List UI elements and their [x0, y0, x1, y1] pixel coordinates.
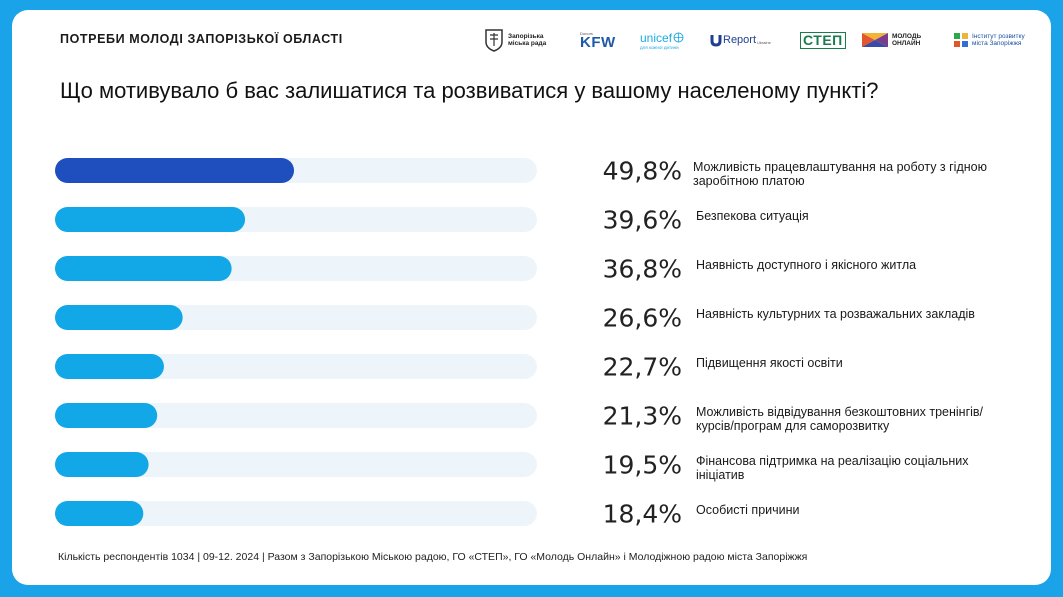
category-label: Фінансова підтримка на реалізацію соціал…: [696, 454, 969, 482]
unicef-globe-icon: [673, 32, 684, 43]
value-label: 21,3%: [603, 402, 682, 431]
bar: [55, 403, 158, 428]
value-label: 26,6%: [603, 304, 682, 333]
molod-online-logo: МОЛОДЬ ОНЛАЙН: [862, 27, 932, 53]
category-label: Наявність культурних та розважальних зак…: [696, 307, 975, 321]
category-label: Наявність доступного і якісного житла: [696, 258, 916, 272]
ureport-logo: Report Ukraine: [710, 27, 780, 53]
bar: [55, 452, 149, 477]
survey-question: Що мотивувало б вас залишатися та розвив…: [60, 78, 879, 103]
bar: [55, 256, 232, 281]
survey-card: ПОТРЕБИ МОЛОДІ ЗАПОРІЗЬКОЇ ОБЛАСТІ Запор…: [12, 10, 1051, 585]
category-label: Можливість працевлаштування на роботу з …: [693, 160, 987, 188]
institute-logo: Інститут розвитку міста Запоріжжя: [954, 27, 1034, 53]
ureport-sub-label: Ukraine: [757, 40, 771, 45]
footer-note: Кількість респондентів 1034 | 09-12. 202…: [58, 551, 808, 563]
value-label: 36,8%: [603, 255, 682, 284]
city-council-label: Запорізька міська рада: [508, 33, 547, 47]
institute-squares-icon: [954, 33, 968, 47]
bar-track: [55, 452, 537, 477]
bar-track: [55, 403, 537, 428]
unicef-logo: unicef для кожної дитини: [640, 27, 690, 53]
value-label: 19,5%: [603, 451, 682, 480]
kfw-small-label: Donors: [580, 30, 593, 36]
bar: [55, 305, 183, 330]
category-label: Особисті причини: [696, 503, 800, 517]
step-label: СТЕП: [800, 31, 846, 49]
ureport-label: Report: [723, 34, 757, 46]
unicef-label: unicef: [640, 30, 673, 45]
unicef-sub-label: для кожної дитини: [640, 44, 679, 50]
bar: [55, 207, 246, 232]
molod-online-flag-icon: [862, 33, 888, 47]
kfw-logo: Donors KFW: [580, 27, 622, 53]
city-council-emblem-icon: [485, 29, 503, 52]
header-title: ПОТРЕБИ МОЛОДІ ЗАПОРІЗЬКОЇ ОБЛАСТІ: [60, 32, 343, 46]
city-council-logo: Запорізька міська рада: [484, 27, 564, 53]
kfw-label: KFW: [580, 33, 616, 51]
bar: [55, 158, 295, 183]
category-label: Безпекова ситуація: [696, 209, 809, 223]
bar: [55, 501, 144, 526]
value-label: 49,8%: [603, 157, 682, 186]
bar-track: [55, 501, 537, 526]
category-label: Можливість відвідування безкоштовних тре…: [696, 405, 984, 433]
ureport-u-icon: [710, 34, 722, 47]
step-logo: СТЕП: [800, 27, 846, 53]
institute-label: Інститут розвитку міста Запоріжжя: [972, 33, 1025, 47]
bar: [55, 354, 164, 379]
value-label: 18,4%: [603, 500, 682, 529]
bar-track: [55, 354, 537, 379]
molod-online-label: МОЛОДЬ ОНЛАЙН: [892, 33, 922, 47]
value-label: 22,7%: [603, 353, 682, 382]
category-label: Підвищення якості освіти: [696, 356, 843, 370]
motivation-bar-chart: 49,8% Можливість працевлаштування на робо…: [55, 157, 987, 529]
value-label: 39,6%: [603, 206, 682, 235]
